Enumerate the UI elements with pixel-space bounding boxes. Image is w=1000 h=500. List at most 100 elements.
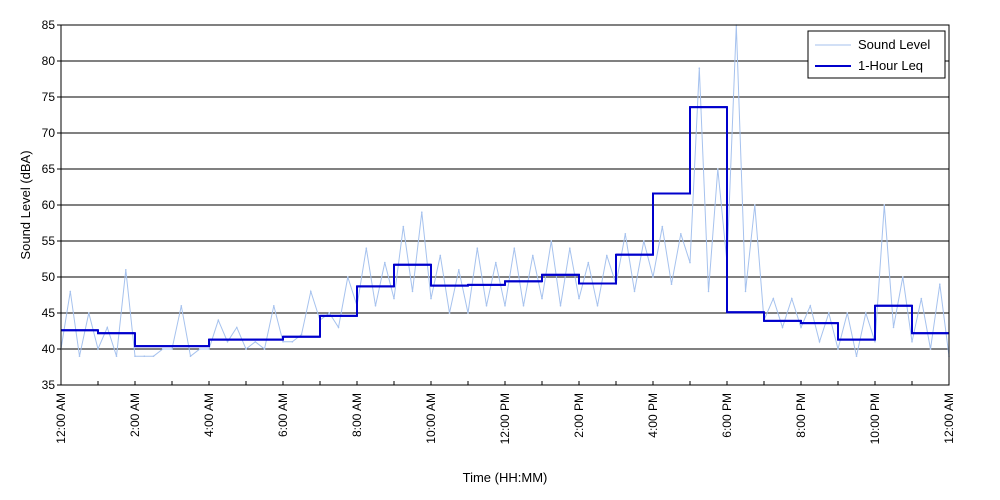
sound-level-point: [226, 341, 229, 343]
sound-level-point: [717, 168, 719, 170]
sound-level-point: [245, 348, 247, 350]
sound-level-point: [402, 225, 405, 228]
sound-level-point: [97, 348, 99, 350]
sound-level-point: [217, 319, 220, 322]
sound-level-point: [865, 312, 867, 314]
sound-level-point: [837, 348, 839, 350]
sound-level-point: [189, 355, 192, 358]
sound-level-point: [707, 290, 710, 293]
sound-level-point: [78, 355, 81, 358]
sound-level-point: [199, 348, 201, 350]
sound-level-point: [670, 283, 673, 286]
y-tick-label: 35: [42, 378, 56, 392]
sound-level-point: [587, 261, 590, 264]
sound-level-point: [846, 312, 849, 314]
sound-level-point: [208, 348, 210, 350]
sound-level-point: [643, 240, 645, 242]
sound-level-point: [300, 333, 303, 336]
leq-series: [61, 106, 949, 348]
x-tick-label: 12:00 PM: [498, 393, 512, 444]
legend-box: [807, 30, 946, 79]
sound-level-point: [754, 204, 756, 206]
x-tick-label: 4:00 PM: [646, 393, 660, 438]
sound-level-point: [596, 305, 599, 307]
sound-level-point: [421, 211, 423, 213]
sound-level-point: [411, 290, 414, 293]
x-tick-label: 10:00 PM: [868, 393, 882, 444]
x-tick-label: 8:00 AM: [350, 393, 364, 437]
sound-level-point: [162, 348, 164, 350]
sound-level-point: [365, 247, 368, 249]
y-tick-label: 55: [42, 234, 56, 248]
sound-level-point: [69, 290, 72, 293]
sound-level-point: [152, 355, 155, 358]
sound-level-point: [661, 225, 664, 228]
sound-level-point: [115, 355, 118, 358]
y-axis-title: Sound Level (dBA): [18, 150, 33, 259]
y-tick-label: 65: [42, 162, 56, 176]
sound-level-point: [781, 326, 784, 329]
sound-level-point: [143, 355, 146, 358]
y-tick-label: 50: [42, 270, 56, 284]
chart-legend: Sound Level 1-Hour Leq: [807, 30, 946, 79]
x-tick-label: 12:00 AM: [942, 393, 956, 444]
sound-level-point: [467, 312, 469, 314]
x-tick-label: 2:00 PM: [572, 393, 586, 438]
sound-level-point: [828, 312, 830, 314]
sound-level-point: [180, 305, 183, 307]
sound-level-point: [809, 305, 812, 307]
x-tick-label: 12:00 AM: [54, 393, 68, 444]
legend-label-leq: 1-Hour Leq: [858, 58, 923, 73]
sound-level-point: [689, 261, 691, 264]
sound-level-point: [236, 326, 238, 329]
sound-level-point: [624, 233, 627, 235]
sound-level-point: [541, 297, 543, 300]
sound-level-point: [282, 341, 284, 343]
sound-level-point: [929, 348, 932, 350]
sound-level-point: [88, 312, 90, 314]
sound-level-point: [254, 341, 257, 343]
sound-level-point: [855, 355, 858, 358]
sound-level-point: [106, 326, 109, 329]
sound-level-point: [125, 269, 127, 271]
sound-level-point: [902, 276, 904, 278]
sound-level-point: [310, 290, 312, 293]
sound-level-point: [911, 341, 913, 343]
x-axis-ticks: 12:00 AM 2:00 AM 4:00 AM 6:00 AM 8:00 AM 10:0…: [54, 381, 956, 444]
x-tick-label: 6:00 AM: [276, 393, 290, 437]
sound-level-point: [874, 341, 876, 343]
x-axis-title: Time (HH:MM): [463, 470, 548, 485]
sound-level-point: [652, 276, 654, 278]
sound-level-point: [328, 312, 331, 314]
sound-level-point: [559, 305, 562, 307]
x-tick-label: 10:00 AM: [424, 393, 438, 444]
sound-level-point: [698, 67, 701, 69]
sound-level-point: [347, 276, 349, 278]
sound-level-point: [273, 305, 275, 307]
legend-label-sound-level: Sound Level: [858, 37, 930, 52]
sound-level-point: [458, 269, 460, 271]
sound-level-point: [374, 305, 377, 307]
sound-level-point: [532, 254, 534, 257]
sound-level-point: [550, 240, 553, 242]
sound-level-point: [939, 283, 941, 286]
sound-level-point: [892, 326, 895, 329]
x-tick-label: 8:00 PM: [794, 393, 808, 438]
y-axis-ticks: 35 40 45 50 55 60 65 70 75 80 85: [42, 18, 61, 392]
sound-level-point: [393, 297, 395, 300]
sound-level-point: [791, 297, 793, 300]
sound-level-point: [883, 204, 886, 206]
sound-level-point: [818, 341, 821, 343]
sound-level-point: [134, 355, 136, 358]
y-tick-label: 80: [42, 54, 56, 68]
sound-level-point: [680, 233, 682, 235]
y-tick-label: 45: [42, 306, 56, 320]
y-tick-label: 40: [42, 342, 56, 356]
sound-level-point: [430, 297, 432, 300]
sound-level-point: [263, 348, 266, 350]
sound-level-point: [495, 261, 497, 264]
sound-level-point: [291, 341, 294, 343]
sound-level-point: [920, 297, 923, 300]
